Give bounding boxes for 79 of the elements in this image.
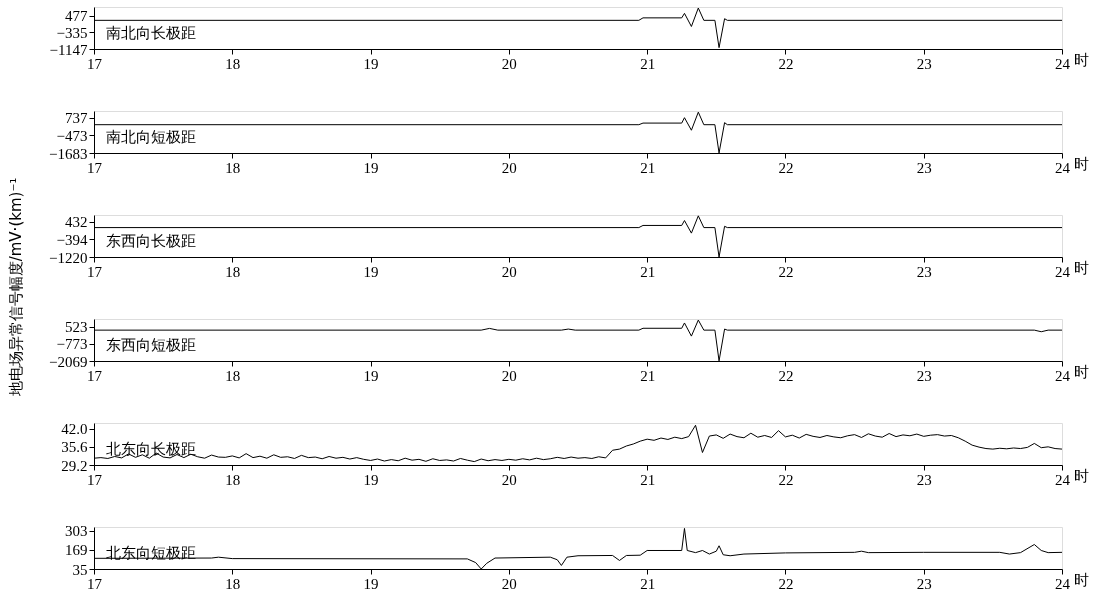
x-tick-label: 17 xyxy=(87,159,103,176)
x-tick-label: 17 xyxy=(87,575,103,592)
x-tick-label: 18 xyxy=(225,471,241,488)
x-tick-label: 17 xyxy=(87,367,103,384)
x-tick-label: 22 xyxy=(778,367,794,384)
x-tick-label: 22 xyxy=(778,575,794,592)
x-tick-label: 17 xyxy=(87,471,103,488)
y-tick-label: −473 xyxy=(56,127,88,144)
x-tick-label: 21 xyxy=(640,575,656,592)
y-tick-label: 737 xyxy=(65,110,88,127)
x-tick-label: 19 xyxy=(363,55,379,72)
y-tick-label: 523 xyxy=(65,319,88,336)
y-tick-label: −335 xyxy=(56,24,88,41)
x-tick-label: 18 xyxy=(225,159,241,176)
text: 北东向长极距 xyxy=(106,440,196,459)
x-tick-label: 20 xyxy=(501,367,517,384)
x-tick-label: 24 xyxy=(1055,55,1071,72)
x-tick-label: 17 xyxy=(87,263,103,280)
y-tick-label: 35.6 xyxy=(61,439,88,456)
x-tick-label: 18 xyxy=(225,263,241,280)
text: 北东向短极距 xyxy=(106,544,196,563)
x-tick-label: 20 xyxy=(501,159,517,176)
x-tick-label: 20 xyxy=(501,575,517,592)
x-tick-label: 23 xyxy=(916,159,932,176)
x-tick-label: 18 xyxy=(225,575,241,592)
x-axis-title: 时 xyxy=(1074,363,1089,381)
text: 东西向短极距 xyxy=(106,336,196,355)
x-tick-label: 21 xyxy=(640,471,656,488)
y-tick-label: −1147 xyxy=(49,41,88,58)
x-tick-label: 24 xyxy=(1055,471,1071,488)
x-tick-label: 19 xyxy=(363,367,379,384)
x-tick-label: 21 xyxy=(640,263,656,280)
x-axis-title: 时 xyxy=(1074,155,1089,173)
x-tick-label: 23 xyxy=(916,263,932,280)
text: 东西向长极距 xyxy=(106,232,196,251)
text: 南北向长极距 xyxy=(106,24,196,43)
y-tick-label: 432 xyxy=(65,214,88,231)
x-axis-title: 时 xyxy=(1074,467,1089,485)
x-tick-label: 21 xyxy=(640,55,656,72)
y-tick-label: 169 xyxy=(65,542,88,559)
y-tick-label: −1220 xyxy=(49,249,88,266)
x-axis-title: 时 xyxy=(1074,571,1089,589)
y-tick-label: −2069 xyxy=(49,353,88,370)
y-tick-label: −773 xyxy=(56,336,88,353)
x-tick-label: 23 xyxy=(916,367,932,384)
x-tick-label: 19 xyxy=(363,471,379,488)
x-tick-label: 18 xyxy=(225,367,241,384)
x-tick-label: 20 xyxy=(501,55,517,72)
x-tick-label: 24 xyxy=(1055,263,1071,280)
x-tick-label: 20 xyxy=(501,471,517,488)
x-tick-label: 22 xyxy=(778,263,794,280)
x-tick-label: 19 xyxy=(363,263,379,280)
y-tick-label: −394 xyxy=(56,231,88,248)
x-tick-label: 21 xyxy=(640,159,656,176)
x-tick-label: 23 xyxy=(916,575,932,592)
y-tick-label: 477 xyxy=(65,8,88,25)
x-tick-label: 17 xyxy=(87,55,103,72)
x-tick-label: 23 xyxy=(916,471,932,488)
y-tick-label: 29.2 xyxy=(61,457,88,474)
x-axis-title: 时 xyxy=(1074,51,1089,69)
x-tick-label: 20 xyxy=(501,263,517,280)
y-axis-title: 地电场异常信号幅度/mV·(km)⁻¹ xyxy=(7,177,25,398)
x-tick-label: 23 xyxy=(916,55,932,72)
x-tick-label: 22 xyxy=(778,471,794,488)
x-tick-label: 19 xyxy=(363,159,379,176)
x-tick-label: 19 xyxy=(363,575,379,592)
y-tick-label: 303 xyxy=(65,523,88,540)
x-axis-title: 时 xyxy=(1074,259,1089,277)
x-tick-label: 24 xyxy=(1055,575,1071,592)
text: 南北向短极距 xyxy=(106,128,196,147)
y-tick-label: 35 xyxy=(72,561,88,578)
x-tick-label: 24 xyxy=(1055,367,1071,384)
x-tick-label: 22 xyxy=(778,55,794,72)
x-tick-label: 22 xyxy=(778,159,794,176)
x-tick-label: 24 xyxy=(1055,159,1071,176)
x-tick-label: 21 xyxy=(640,367,656,384)
x-tick-label: 18 xyxy=(225,55,241,72)
y-tick-label: 42.0 xyxy=(61,421,88,438)
y-tick-label: −1683 xyxy=(49,145,88,162)
